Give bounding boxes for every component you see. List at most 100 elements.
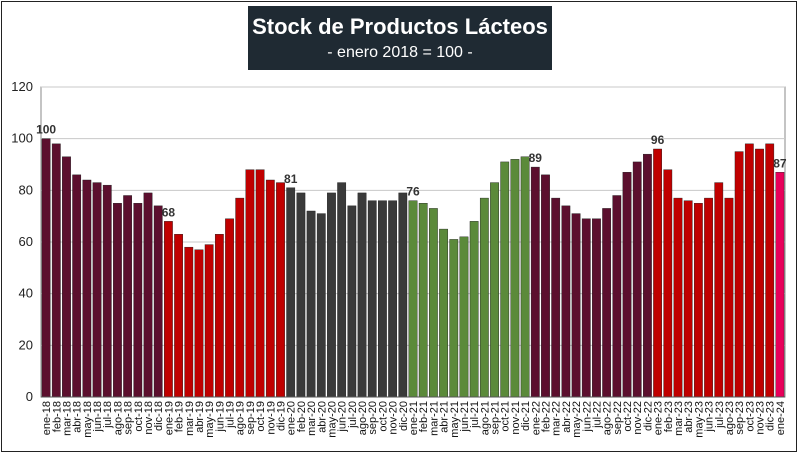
bar: [51, 143, 61, 398]
bar: [418, 203, 428, 398]
x-tick-label: jul-23: [714, 401, 726, 429]
bar: [693, 203, 703, 398]
bar: [775, 172, 785, 398]
bar: [765, 143, 775, 398]
x-tick-label: oct-20: [377, 401, 389, 432]
x-tick-label: ene-21: [408, 401, 420, 435]
x-tick-label: jun-18: [92, 401, 104, 433]
x-tick-label: nov-19: [265, 401, 277, 435]
x-tick-label: nov-22: [632, 401, 644, 435]
bar: [316, 213, 326, 398]
x-tick-label: jun-19: [214, 401, 226, 433]
y-tick-label: 40: [19, 286, 33, 301]
bar: [347, 205, 357, 398]
bar: [561, 205, 571, 398]
bar: [459, 236, 469, 398]
x-tick-label: ago-22: [602, 401, 614, 435]
bar: [683, 200, 693, 398]
bar: [398, 192, 408, 398]
bar: [622, 172, 632, 398]
bar: [479, 197, 489, 398]
data-label: 96: [651, 133, 665, 147]
bar: [439, 228, 448, 398]
x-tick-label: dic-20: [398, 401, 410, 431]
data-label: 100: [36, 123, 56, 137]
y-tick-label: 120: [11, 79, 33, 94]
x-tick-label: ene-24: [775, 401, 787, 435]
bar: [153, 205, 163, 398]
bar: [265, 179, 275, 398]
x-tick-label: mar-23: [673, 401, 685, 436]
bar: [225, 218, 234, 398]
data-label: 68: [162, 205, 176, 219]
x-tick-label: may-22: [571, 401, 583, 438]
x-tick-label: nov-21: [510, 401, 522, 435]
bar: [235, 197, 245, 398]
x-tick-label: may-18: [82, 401, 94, 438]
x-tick-label: abr-19: [194, 401, 206, 433]
x-tick-label: jun-20: [337, 401, 349, 433]
x-tick-label: jun-22: [581, 401, 593, 433]
y-tick-label: 80: [19, 182, 33, 197]
bar: [194, 249, 204, 398]
bar: [388, 200, 397, 398]
data-label: 89: [529, 151, 543, 165]
bar: [367, 200, 377, 398]
x-tick-label: jul-20: [347, 401, 359, 429]
x-tick-label: mar-22: [551, 401, 563, 436]
x-tick-label: ene-18: [41, 401, 53, 435]
bar: [62, 156, 71, 398]
y-tick-label: 60: [19, 234, 33, 249]
bar: [602, 208, 612, 398]
bar: [530, 166, 540, 398]
bar: [276, 182, 285, 398]
x-tick-label: abr-18: [72, 401, 84, 433]
x-tick-label: jun-21: [459, 401, 471, 433]
x-tick-label: jul-19: [225, 401, 237, 429]
bar: [673, 197, 683, 398]
x-tick-label: feb-21: [418, 401, 430, 432]
bar: [571, 213, 581, 398]
x-tick-label: mar-20: [306, 401, 318, 436]
y-tick-label: 0: [26, 389, 33, 404]
x-tick-label: jun-23: [704, 401, 716, 433]
bar: [469, 221, 479, 398]
x-tick-label: mar-21: [428, 401, 440, 436]
x-tick-label: mar-18: [61, 401, 73, 436]
bar: [123, 195, 133, 398]
bar: [663, 169, 673, 398]
x-tick-label: sep-23: [734, 401, 746, 435]
bar: [214, 234, 224, 398]
bar: [164, 221, 173, 398]
bar: [744, 143, 754, 398]
bar: [184, 246, 194, 398]
x-tick-label: ago-21: [479, 401, 491, 435]
x-tick-label: oct-21: [500, 401, 512, 432]
bar: [755, 148, 764, 398]
bar: [143, 192, 153, 398]
bar: [102, 184, 112, 398]
bar: [612, 195, 622, 398]
bar: [245, 169, 255, 398]
bar: [490, 182, 499, 398]
x-tick-label: abr-22: [561, 401, 573, 433]
x-tick-label: dic-23: [765, 401, 777, 431]
x-tick-label: feb-22: [540, 401, 552, 432]
x-tick-label: dic-18: [153, 401, 165, 431]
x-tick-label: ene-19: [163, 401, 175, 435]
y-tick-label: 100: [11, 131, 33, 146]
x-tick-label: ago-18: [112, 401, 124, 435]
x-tick-label: may-23: [693, 401, 705, 438]
bar: [734, 151, 744, 398]
chart-title-box: Stock de Productos Lácteos - enero 2018 …: [248, 6, 552, 70]
x-tick-label: ene-22: [530, 401, 542, 435]
x-tick-label: jul-22: [591, 401, 603, 429]
bar: [113, 203, 122, 398]
bar: [581, 218, 591, 398]
x-tick-label: jul-21: [469, 401, 481, 429]
bar: [429, 208, 438, 398]
x-tick-label: feb-20: [296, 401, 308, 432]
x-tick-label: feb-23: [663, 401, 675, 432]
x-tick-label: nov-23: [755, 401, 767, 435]
bar: [204, 244, 214, 398]
